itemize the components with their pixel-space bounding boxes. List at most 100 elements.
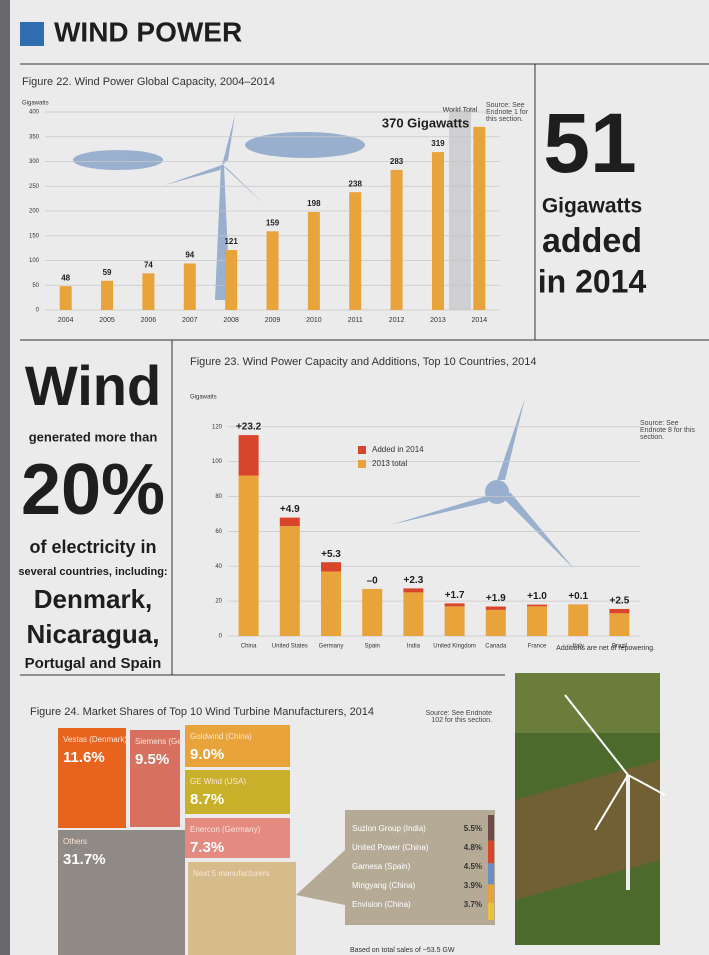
cell-value: 7.3%: [190, 839, 224, 856]
bar: [473, 126, 486, 310]
value-label: 159: [266, 218, 280, 227]
callout-text: added: [542, 222, 642, 260]
x-tick-label: 2012: [389, 317, 405, 324]
cell-value: 8.7%: [190, 791, 224, 808]
y-tick-label: 100: [212, 459, 223, 465]
treemap-cell: [188, 862, 296, 955]
bar-segment: [238, 435, 259, 476]
legend-swatch: [358, 446, 366, 454]
value-label: 370 Gigawatts: [382, 115, 469, 130]
breakdown-label: United Power (China): [352, 843, 429, 852]
legend-label: Added in 2014: [372, 445, 424, 454]
x-tick-label: 2007: [182, 317, 198, 324]
value-label: +1.0: [527, 591, 547, 602]
value-label: 59: [103, 268, 112, 277]
logo: [20, 22, 44, 46]
value-label: +23.2: [236, 422, 262, 433]
y-tick-label: 50: [32, 283, 39, 289]
x-tick-label: 2009: [265, 317, 281, 324]
bar: [349, 192, 362, 310]
breakdown-label: Mingyang (China): [352, 881, 415, 890]
bar-segment: [444, 603, 465, 607]
photo: [515, 673, 666, 945]
callout-text: generated more than: [29, 429, 158, 444]
breakdown-value: 4.8%: [464, 843, 482, 852]
value-label: 121: [224, 237, 238, 246]
x-tick-label: 2008: [223, 317, 239, 324]
source-text: Source: See Endnote 1 for this section.: [486, 102, 529, 123]
callout-text: Portugal and Spain: [25, 655, 162, 672]
bar: [183, 263, 196, 310]
note: Additions are net of repowering.: [556, 645, 655, 652]
breakdown-value: 5.5%: [464, 824, 482, 833]
x-tick-label: France: [528, 644, 547, 650]
value-label: +5.3: [321, 549, 341, 560]
treemap-cell: [58, 728, 126, 828]
breakdown-label: Gamesa (Spain): [352, 862, 411, 871]
cell-value: 31.7%: [63, 851, 106, 868]
source-text: Source: See Endnote 8 for this section.: [640, 420, 695, 441]
breakdown-segment: [488, 840, 494, 864]
callout-number: 20%: [21, 450, 165, 530]
x-tick-label: 2011: [348, 317, 363, 324]
cell-value: 9.0%: [190, 746, 224, 763]
bar: [142, 273, 155, 310]
cell-value: 9.5%: [135, 751, 169, 768]
value-label: 48: [61, 273, 70, 282]
value-label: +4.9: [280, 504, 300, 515]
y-tick-label: 0: [219, 634, 223, 640]
value-label: +0.1: [568, 591, 588, 602]
value-label: –0: [367, 576, 379, 587]
cell-label: Enercon (Germany): [190, 825, 261, 834]
callout-text: Wind: [25, 354, 161, 417]
x-tick-label: Canada: [485, 644, 507, 650]
x-tick-label: 2005: [99, 317, 115, 324]
callout-arrow: [296, 850, 345, 905]
x-tick-label: United Kingdom: [433, 644, 476, 650]
source: Source: See Endnote 102 for this section…: [425, 710, 492, 724]
axis-label: Gigawatts: [190, 395, 217, 401]
breakdown-value: 3.7%: [464, 900, 482, 909]
bar-segment: [279, 517, 300, 527]
bar: [431, 152, 444, 310]
cell-value: 11.6%: [63, 749, 105, 766]
y-tick-label: 400: [29, 110, 40, 116]
decoration: [73, 115, 575, 570]
bar-segment: [279, 526, 300, 636]
source: Source: See Endnote 1 for this section.: [486, 102, 529, 123]
breakdown-value: 3.9%: [464, 881, 482, 890]
treemap-cell: [185, 818, 290, 858]
y-tick-label: 80: [215, 494, 222, 500]
y-tick-label: 60: [215, 529, 222, 535]
highlight: [449, 110, 471, 310]
cell-label: Siemens (Germany): [135, 737, 207, 746]
y-tick-label: 20: [215, 599, 222, 605]
breakdown-segment: [488, 863, 494, 885]
legend-label: 2013 total: [372, 459, 407, 468]
y-tick-label: 0: [36, 308, 40, 314]
y-tick-label: 120: [212, 424, 223, 430]
y-tick-label: 250: [29, 184, 40, 190]
value-label: 198: [307, 199, 321, 208]
axis-label: Gigawatts: [22, 101, 49, 107]
bar: [307, 211, 320, 310]
bar-segment: [321, 571, 341, 636]
chart-title: Figure 22. Wind Power Global Capacity, 2…: [22, 76, 275, 88]
x-tick-label: Spain: [365, 644, 380, 650]
x-tick-label: Italy: [573, 644, 584, 650]
chart-title: Figure 23. Wind Power Capacity and Addit…: [190, 356, 537, 368]
cell-label: GE Wind (USA): [190, 777, 246, 786]
cell-label: Vestas (Denmark): [63, 735, 127, 744]
breakdown-segment: [488, 884, 494, 903]
x-tick-label: 2006: [141, 317, 157, 324]
bar-segment: [444, 606, 465, 636]
value-label: +1.9: [486, 593, 506, 604]
y-tick-label: 40: [215, 564, 222, 570]
treemap-cell: [130, 730, 180, 827]
callout-text: of electricity in: [29, 537, 156, 557]
source: Source: See Endnote 8 for this section.: [640, 420, 695, 441]
breakdown-segment: [488, 902, 494, 920]
bar-segment: [321, 562, 341, 572]
value-label: 238: [349, 179, 363, 188]
breakdown-label: Envision (China): [352, 900, 411, 909]
